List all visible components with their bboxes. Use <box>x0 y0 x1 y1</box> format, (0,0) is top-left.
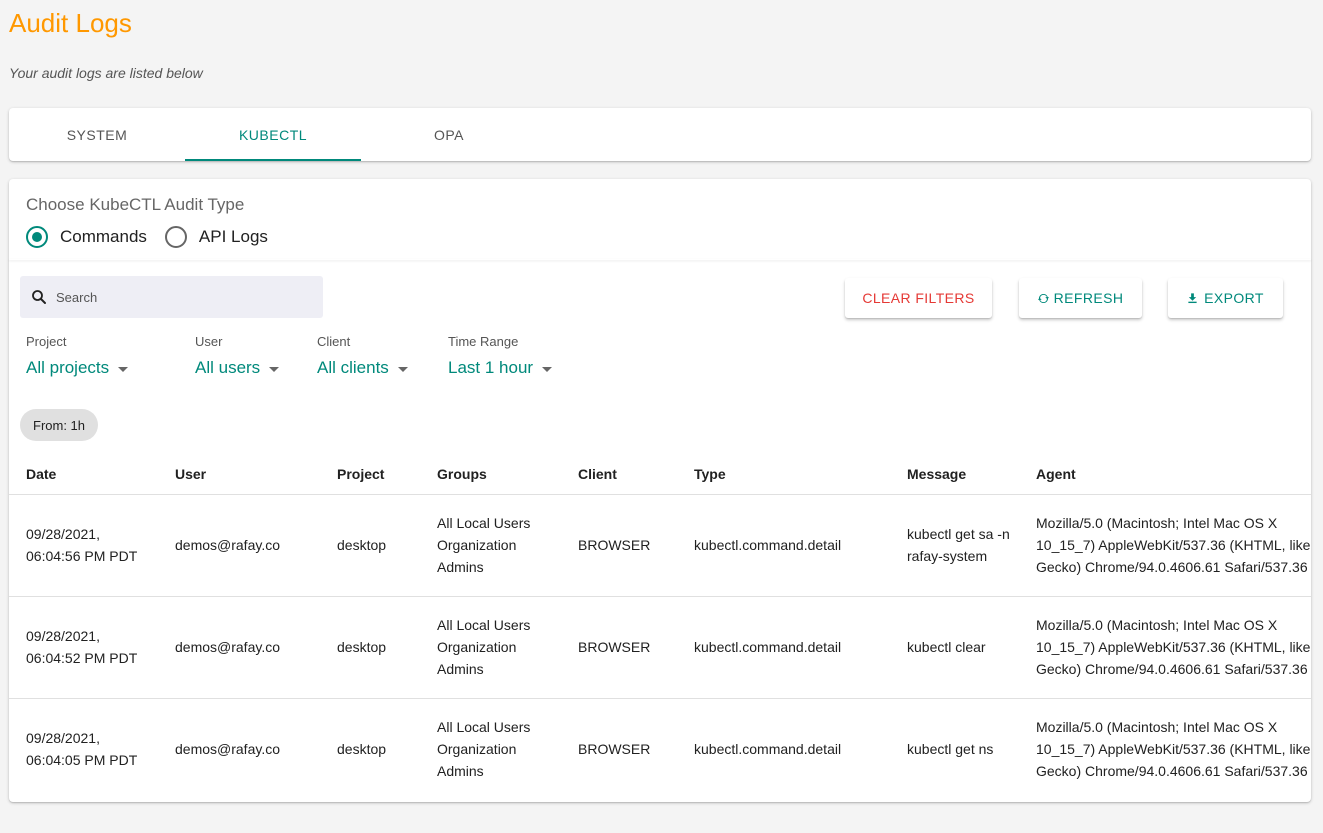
search-input[interactable] <box>56 289 306 305</box>
page-subtitle: Your audit logs are listed below <box>9 65 203 81</box>
cell-type: kubectl.command.detail <box>694 741 842 758</box>
column-header-client[interactable]: Client <box>561 455 677 495</box>
search-icon <box>32 290 46 304</box>
user-filter-select[interactable]: All users <box>195 358 280 378</box>
divider <box>9 259 1311 260</box>
cell-client: BROWSER <box>561 596 677 699</box>
cell-type: kubectl.command.detail <box>677 494 890 597</box>
clear-filters-button[interactable]: CLEAR FILTERS <box>845 278 992 318</box>
project-filter-value: All projects <box>26 358 110 377</box>
download-icon <box>1188 293 1197 304</box>
cell-groups: All Local Users Organization Admins <box>420 596 561 699</box>
column-header-user[interactable]: User <box>158 455 320 495</box>
table-row[interactable]: 09/28/2021, 06:04:56 PM PDT demos@rafay.… <box>9 494 1311 597</box>
user-filter-label: User <box>195 334 223 349</box>
tab-system[interactable]: SYSTEM <box>66 126 128 143</box>
audit-type-label: Choose KubeCTL Audit Type <box>26 195 245 214</box>
client-filter-label: Client <box>317 334 351 349</box>
client-filter: Client All clients <box>317 334 408 378</box>
search-box[interactable] <box>20 276 323 318</box>
cell-date: 09/28/2021, 06:04:56 PM PDT <box>9 494 158 597</box>
radio-api-logs[interactable]: API Logs <box>164 226 268 248</box>
column-header-groups[interactable]: Groups <box>420 455 561 495</box>
cell-agent: Mozilla/5.0 (Macintosh; Intel Mac OS X 1… <box>1019 494 1311 597</box>
cell-date: 09/28/2021, 06:04:52 PM PDT <box>9 596 158 699</box>
table-header-row: Date User Project Groups Client Type Mes… <box>9 455 1311 495</box>
cell-client: BROWSER <box>561 494 677 597</box>
page-title: Audit Logs <box>9 8 132 38</box>
column-header-type[interactable]: Type <box>677 455 890 495</box>
caret-down-icon <box>397 366 408 372</box>
cell-agent: Mozilla/5.0 (Macintosh; Intel Mac OS X 1… <box>1019 596 1311 699</box>
client-filter-value: All clients <box>317 358 389 377</box>
column-header-project[interactable]: Project <box>320 455 420 495</box>
tab-opa[interactable]: OPA <box>433 126 465 143</box>
time-range-filter-value: Last 1 hour <box>448 358 534 377</box>
export-label: EXPORT <box>1204 290 1264 306</box>
radio-commands[interactable]: Commands <box>26 226 147 248</box>
cell-agent: Mozilla/5.0 (Macintosh; Intel Mac OS X 1… <box>1036 719 1311 780</box>
cell-project: desktop <box>337 741 387 758</box>
column-header-date[interactable]: Date <box>9 455 158 495</box>
audit-log-panel: Choose KubeCTL Audit Type Commands API L… <box>9 179 1311 802</box>
cell-message: kubectl clear <box>890 596 1019 699</box>
caret-down-icon <box>269 366 280 372</box>
cell-message: kubectl get sa -n rafay-system <box>890 494 1019 597</box>
time-filter-chip[interactable]: From: 1h <box>20 409 99 441</box>
column-header-agent[interactable]: Agent <box>1019 455 1311 495</box>
project-filter: Project All projects <box>26 334 129 378</box>
cell-message: kubectl get ns <box>907 741 994 758</box>
column-header-message[interactable]: Message <box>890 455 1019 495</box>
cell-user: demos@rafay.co <box>158 596 320 699</box>
cell-client: BROWSER <box>578 741 651 758</box>
refresh-icon <box>1037 293 1049 303</box>
cell-project: desktop <box>320 494 420 597</box>
time-range-filter: Time Range Last 1 hour <box>448 334 553 378</box>
export-button[interactable]: EXPORT <box>1168 278 1283 318</box>
cell-groups: All Local Users Organization Admins <box>437 719 531 780</box>
user-filter-value: All users <box>195 358 261 377</box>
refresh-label: REFRESH <box>1053 290 1124 306</box>
audit-type-radio-group: Commands API Logs <box>26 226 286 248</box>
refresh-button[interactable]: REFRESH <box>1019 278 1142 318</box>
project-filter-label: Project <box>26 334 67 349</box>
table-row[interactable]: 09/28/2021, 06:04:52 PM PDT demos@rafay.… <box>9 596 1311 699</box>
cell-type: kubectl.command.detail <box>677 596 890 699</box>
cell-project: desktop <box>320 596 420 699</box>
radio-unchecked-icon[interactable] <box>164 226 187 248</box>
caret-down-icon <box>542 366 553 372</box>
radio-checked-icon[interactable] <box>26 226 48 248</box>
tab-kubectl[interactable]: KUBECTL <box>185 108 361 161</box>
client-filter-select[interactable]: All clients <box>317 358 408 378</box>
table-row[interactable]: 09/28/2021, 06:04:05 PM PDT demos@rafay.… <box>9 698 1311 800</box>
audit-log-table: Date User Project Groups Client Type Mes… <box>9 455 1311 800</box>
cell-user: demos@rafay.co <box>158 494 320 597</box>
cell-date: 09/28/2021, 06:04:05 PM PDT <box>26 730 138 769</box>
user-filter: User All users <box>195 334 280 378</box>
cell-user: demos@rafay.co <box>175 741 280 758</box>
time-range-filter-label: Time Range <box>448 334 519 349</box>
clear-filters-label: CLEAR FILTERS <box>862 290 975 306</box>
caret-down-icon <box>118 366 129 372</box>
time-range-filter-select[interactable]: Last 1 hour <box>448 358 553 378</box>
radio-api-logs-label: API Logs <box>198 227 268 246</box>
tab-bar: SYSTEM KUBECTL OPA <box>9 108 1311 161</box>
cell-groups: All Local Users Organization Admins <box>420 494 561 597</box>
project-filter-select[interactable]: All projects <box>26 358 129 378</box>
radio-commands-label: Commands <box>60 227 147 246</box>
